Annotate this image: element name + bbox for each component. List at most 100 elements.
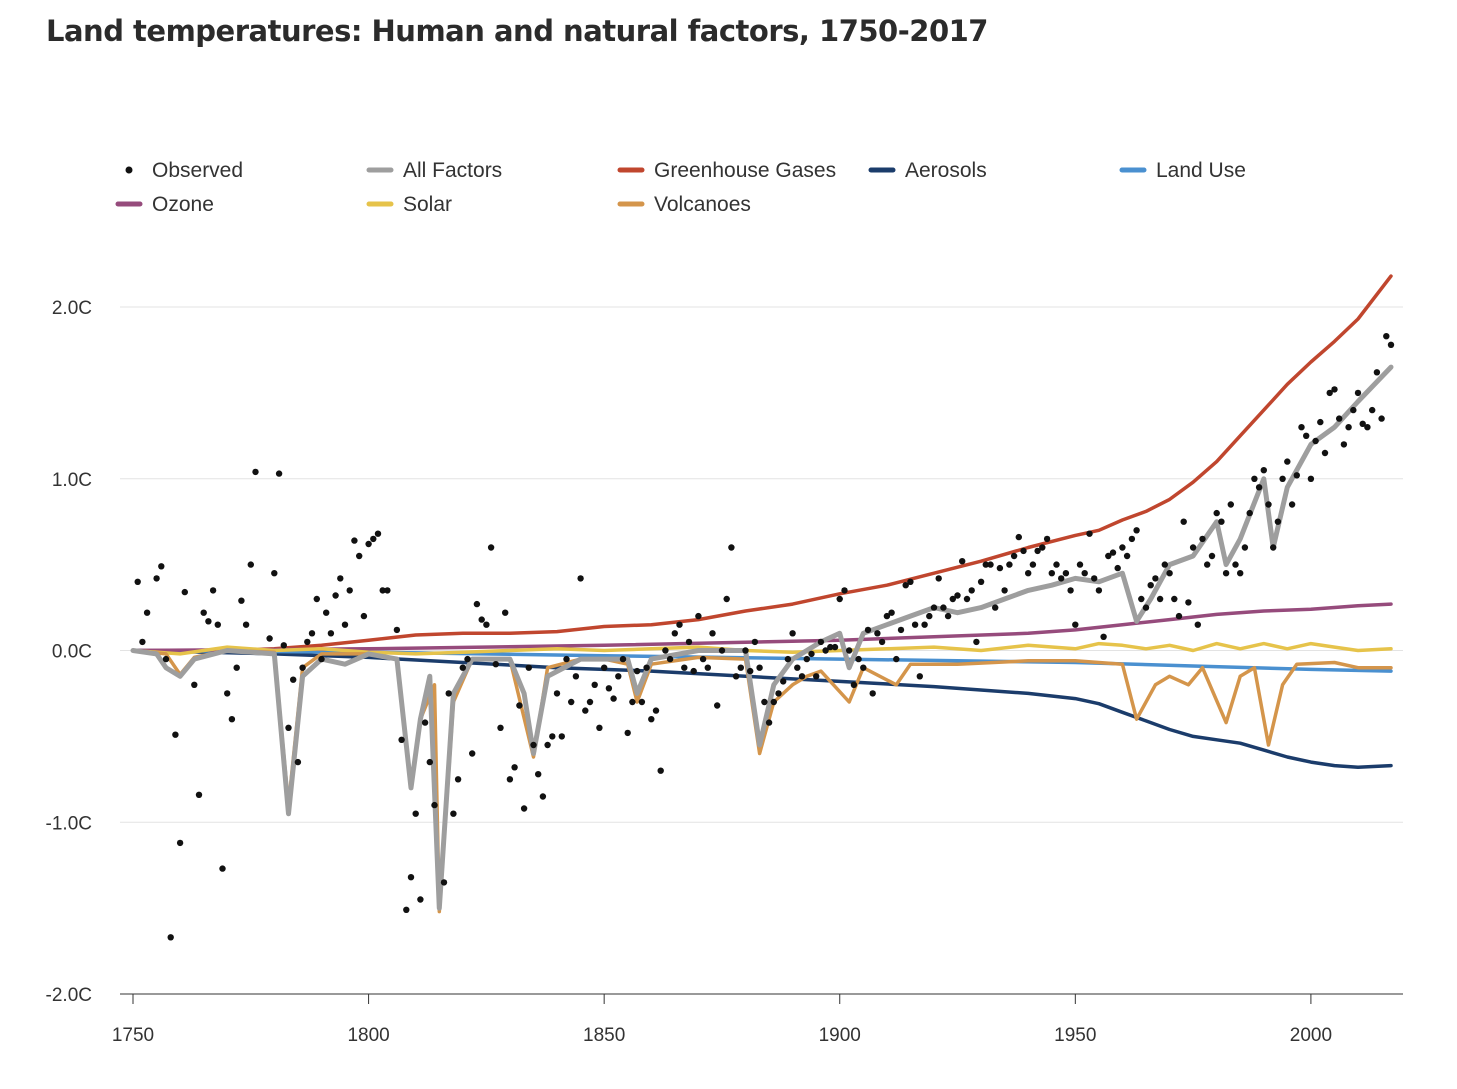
observed-point (1321, 449, 1329, 457)
observed-point (977, 578, 985, 585)
observed-point (586, 698, 594, 706)
observed-point (605, 685, 613, 692)
observed-point (1284, 458, 1291, 465)
observed-point (374, 530, 382, 537)
legend-label-greenhouse-gases: Greenhouse Gases (654, 159, 836, 182)
observed-point (1086, 530, 1093, 537)
observed-point (252, 468, 259, 476)
observed-point (290, 676, 297, 683)
observed-point (398, 736, 405, 743)
observed-point (568, 698, 575, 706)
observed-point (676, 621, 683, 628)
observed-point (1029, 561, 1037, 568)
observed-point (1091, 575, 1098, 582)
observed-point (492, 661, 499, 668)
observed-point (469, 750, 476, 757)
observed-point (1204, 561, 1211, 568)
observed-point (751, 638, 759, 646)
observed-point (487, 544, 495, 551)
series-line-aerosols (131, 648, 1393, 770)
observed-point (732, 673, 740, 680)
observed-point (1340, 441, 1348, 448)
observed-point (403, 906, 410, 913)
observed-point (591, 681, 598, 688)
observed-point (1072, 621, 1079, 628)
series-layer (130, 274, 1394, 914)
observed-point (351, 537, 358, 544)
y-tick-label: 1.0C (52, 470, 92, 491)
observed-point (944, 612, 952, 620)
observed-point (337, 575, 344, 582)
axes: 2.0C 1.0C 0.0C -1.0C -2.0C 1750 1800 1850 1900 19… (46, 298, 1403, 1046)
observed-point (1369, 406, 1376, 414)
legend-swatch-observed (125, 166, 133, 174)
observed-point (652, 707, 660, 714)
observed-point (1095, 587, 1103, 594)
observed-point (304, 638, 311, 646)
observed-point (483, 621, 490, 628)
observed-point (525, 664, 532, 671)
observed-point (242, 621, 250, 628)
observed-point (450, 810, 457, 817)
observed-point (615, 673, 622, 680)
observed-point (473, 600, 481, 608)
observed-point (1218, 518, 1225, 525)
observed-point (864, 626, 872, 634)
observed-point (1288, 501, 1296, 508)
x-tick-label: 1900 (819, 1025, 861, 1046)
series-line-solar (131, 641, 1393, 656)
observed-point (224, 690, 231, 697)
observed-point (153, 575, 160, 582)
observed-point (1171, 595, 1178, 603)
observed-point (662, 647, 669, 654)
observed-point (770, 698, 777, 706)
observed-point (346, 587, 353, 594)
observed-point (191, 681, 198, 688)
observed-point (412, 810, 419, 817)
observed-point (308, 630, 316, 637)
observed-point (139, 638, 146, 646)
observed-point (596, 724, 603, 731)
observed-point (195, 791, 203, 798)
observed-point (878, 638, 886, 646)
observed-point (893, 655, 900, 663)
observed-point (850, 681, 858, 688)
observed-point (699, 655, 707, 663)
observed-point (926, 612, 933, 620)
observed-point (172, 731, 179, 738)
observed-point (808, 650, 815, 658)
observed-point (365, 540, 372, 548)
observed-point (280, 642, 287, 649)
observed-point (1105, 552, 1112, 560)
observed-point (407, 874, 415, 881)
observed-point (1241, 544, 1249, 551)
observed-point (1020, 547, 1027, 555)
observed-point (1345, 424, 1352, 431)
observed-point (238, 597, 245, 604)
observed-point (1067, 587, 1074, 594)
observed-point (1237, 570, 1244, 577)
observed-point (836, 595, 843, 603)
series-line-ozone (131, 602, 1393, 653)
observed-point (1293, 472, 1301, 479)
observed-point (318, 655, 325, 663)
observed-point (1133, 527, 1140, 534)
observed-point (841, 587, 848, 594)
observed-point (285, 724, 292, 731)
observed-point (1189, 544, 1197, 551)
observed-point (1152, 575, 1159, 582)
observed-point (1156, 595, 1164, 603)
observed-point (431, 801, 438, 809)
observed-point (1232, 561, 1239, 568)
observed-point (1255, 484, 1263, 491)
observed-point (921, 621, 928, 628)
observed-point (1039, 544, 1046, 551)
legend-label-solar: Solar (403, 193, 452, 216)
observed-point (370, 535, 377, 543)
observed-point (426, 758, 433, 766)
observed-point (1274, 518, 1282, 525)
observed-point (1199, 535, 1206, 543)
observed-point (1180, 518, 1187, 525)
observed-point (520, 805, 528, 812)
y-tick-label: 0.0C (52, 642, 92, 663)
